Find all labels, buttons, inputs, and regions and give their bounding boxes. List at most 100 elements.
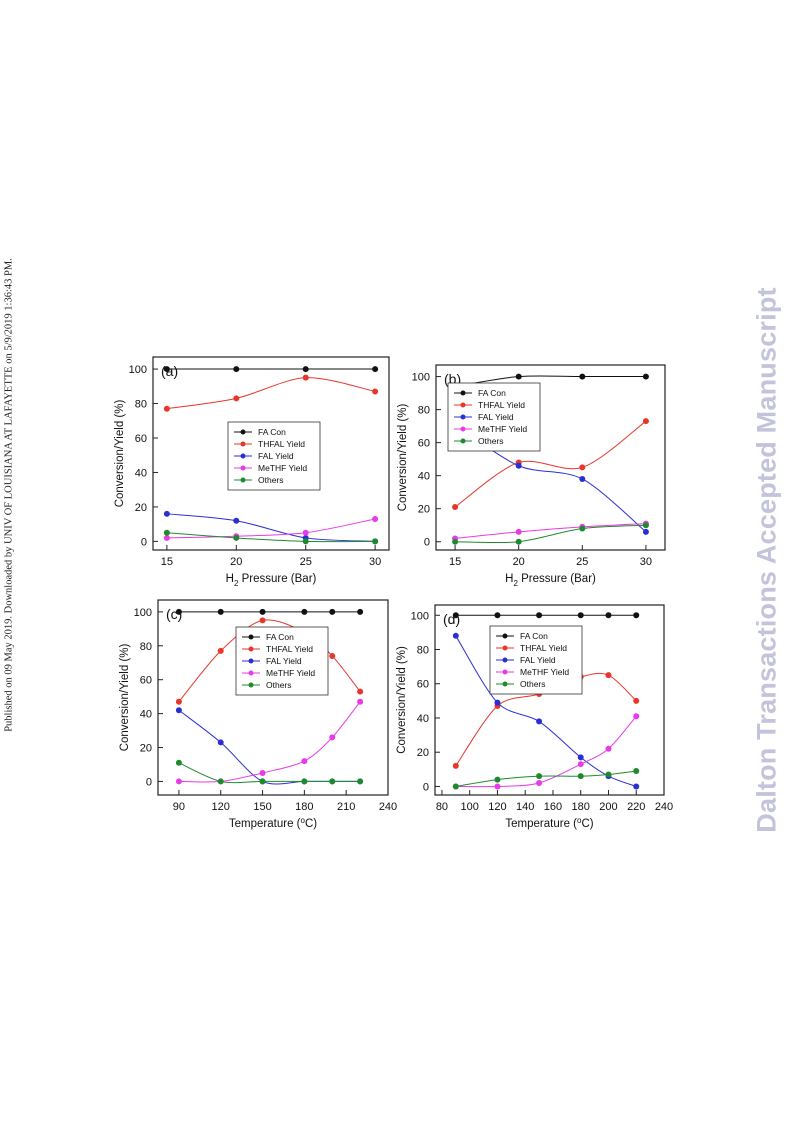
x-tick-label: 15 <box>161 556 173 568</box>
data-point-thfal-yield <box>642 418 649 425</box>
x-axis-title-subscript: 2 <box>234 579 239 588</box>
series-line-methf-yield <box>455 523 646 539</box>
legend: FA Con THFAL Yield FAL Yield MeTHF Yield Oth… <box>235 626 329 696</box>
data-point-thfal-yield <box>329 652 336 659</box>
data-point-fal-yield <box>163 510 170 517</box>
x-axis-title-part: Pressure (Bar) <box>238 573 316 585</box>
data-point-fal-yield <box>233 517 240 524</box>
x-tick-label: 25 <box>300 556 312 568</box>
data-point-methf-yield <box>259 769 266 776</box>
data-point-methf-yield <box>302 529 309 536</box>
data-point-thfal-yield <box>217 647 224 654</box>
data-point-methf-yield <box>515 528 522 535</box>
x-tick-label: 30 <box>369 556 381 568</box>
x-tick-label: 140 <box>516 801 534 813</box>
data-point-methf-yield <box>301 758 308 765</box>
legend: FA Con THFAL Yield FAL Yield MeTHF Yield Oth… <box>447 382 541 452</box>
x-tick-label: 15 <box>449 556 461 568</box>
legend-swatch-marker <box>240 429 246 435</box>
x-tick-label: 180 <box>295 801 313 813</box>
y-tick-label: 40 <box>418 471 430 483</box>
plot-frame <box>152 356 390 551</box>
y-tick-label: 60 <box>418 438 430 450</box>
y-axis-title: Conversion/Yield (%) <box>397 404 409 512</box>
legend-swatch-marker <box>460 414 466 420</box>
legend-entry: MeTHF Yield <box>520 667 569 677</box>
legend-swatch-marker <box>248 634 254 640</box>
data-point-fal-yield <box>515 462 522 469</box>
y-tick-label: 80 <box>140 641 152 653</box>
legend-entry: MeTHF Yield <box>478 424 527 434</box>
x-axis-title-part: Temperature ( <box>505 818 577 830</box>
legend: FA Con THFAL Yield FAL Yield MeTHF Yield Oth… <box>489 625 583 695</box>
data-point-thfal-yield <box>605 672 612 679</box>
data-point-fa-con <box>163 366 170 373</box>
data-point-others <box>233 534 240 541</box>
y-tick-label: 60 <box>135 433 147 445</box>
legend-entry: THFAL Yield <box>266 644 313 654</box>
data-point-fa-con <box>217 608 224 615</box>
x-axis-title-part: H <box>505 573 513 585</box>
y-tick-label: 0 <box>423 781 429 793</box>
plot-frame <box>157 599 389 796</box>
data-point-fa-con <box>515 373 522 380</box>
data-point-fa-con <box>233 366 240 373</box>
plot-frame <box>434 604 665 796</box>
data-point-methf-yield <box>163 534 170 541</box>
data-point-thfal-yield <box>452 504 459 511</box>
series-line-methf-yield <box>166 518 376 539</box>
data-point-others <box>579 525 586 532</box>
data-point-fal-yield <box>494 699 501 706</box>
y-tick-label: 0 <box>141 536 147 548</box>
legend: FA Con THFAL Yield FAL Yield MeTHF Yield Oth… <box>227 421 321 491</box>
series-line-methf-yield <box>178 701 361 783</box>
legend-swatch-marker <box>460 402 466 408</box>
data-point-others <box>372 538 379 545</box>
legend-swatch-marker <box>248 670 254 676</box>
data-point-fa-con <box>577 612 584 619</box>
data-point-others <box>452 783 459 790</box>
data-point-others <box>163 529 170 536</box>
legend-entry: Others <box>478 436 504 446</box>
data-point-others <box>536 773 543 780</box>
legend-entry: THFAL Yield <box>520 643 567 653</box>
legend-swatch-marker <box>460 438 466 444</box>
data-point-others <box>577 773 584 780</box>
data-point-methf-yield <box>175 778 182 785</box>
y-tick-label: 100 <box>411 610 429 622</box>
x-tick-label: 210 <box>337 801 355 813</box>
data-point-fa-con <box>633 612 640 619</box>
x-axis-title-part: C) <box>581 818 593 830</box>
legend-swatch-marker <box>460 426 466 432</box>
x-tick-label: 180 <box>572 801 590 813</box>
data-point-methf-yield <box>633 713 640 720</box>
legend-swatch-marker <box>460 390 466 396</box>
data-point-fa-con <box>642 373 649 380</box>
legend-swatch-marker <box>240 453 246 459</box>
legend-entry: Others <box>520 679 546 689</box>
y-tick-label: 40 <box>140 709 152 721</box>
chart-panel-c: 0 20 40 60 80 100 90 120 150 180 210 240 Conversion/… <box>119 599 397 830</box>
data-point-thfal-yield <box>302 374 309 381</box>
x-axis-title-subscript: 2 <box>513 579 518 588</box>
x-tick-label: 20 <box>513 556 525 568</box>
legend-swatch-marker <box>502 657 508 663</box>
data-point-others <box>175 759 182 766</box>
data-point-others <box>329 778 336 785</box>
data-point-fa-con <box>605 612 612 619</box>
data-point-fa-con <box>579 373 586 380</box>
x-axis-title-part: Temperature ( <box>229 818 301 830</box>
y-tick-label: 20 <box>140 743 152 755</box>
y-axis-title: Conversion/Yield (%) <box>114 400 126 508</box>
y-tick-label: 60 <box>140 675 152 687</box>
data-point-others <box>259 778 266 785</box>
data-point-others <box>633 768 640 775</box>
chart-panel-b: 0 20 40 60 80 100 15 20 25 30 Conversion/Yield (%)… <box>397 364 666 588</box>
data-point-fa-con <box>259 608 266 615</box>
data-point-thfal-yield <box>372 388 379 395</box>
data-point-methf-yield <box>372 515 379 522</box>
legend-swatch-marker <box>502 633 508 639</box>
data-point-thfal-yield <box>175 698 182 705</box>
x-tick-label: 240 <box>379 801 397 813</box>
